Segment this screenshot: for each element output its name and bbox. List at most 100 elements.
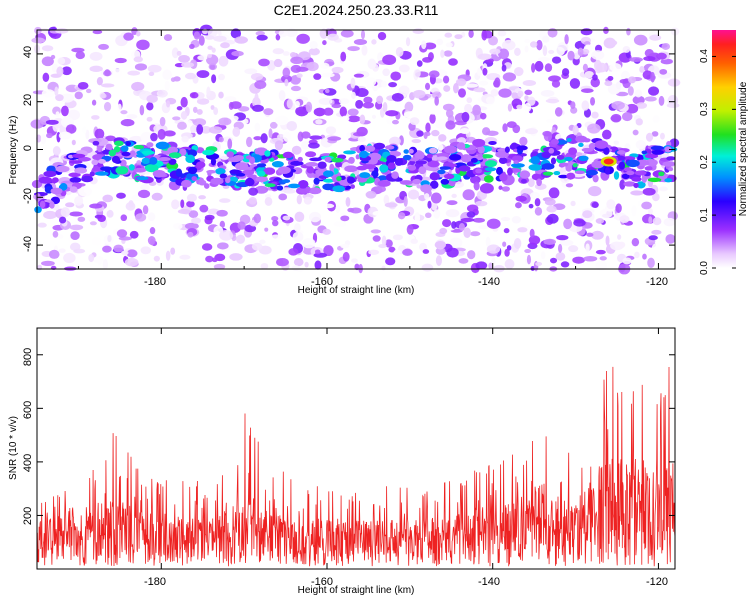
heatmap-cell xyxy=(572,125,579,136)
heatmap-cell xyxy=(286,98,294,109)
heatmap-cell xyxy=(211,74,217,84)
heatmap-cell xyxy=(256,34,268,41)
heatmap-cell xyxy=(180,179,192,188)
heatmap-cell xyxy=(189,48,196,54)
heatmap-cell xyxy=(499,173,508,182)
heatmap-cell xyxy=(248,197,257,205)
heatmap-cell xyxy=(484,160,497,168)
heatmap-cell xyxy=(323,245,334,257)
heatmap-cell xyxy=(323,88,337,96)
heatmap-cell xyxy=(580,28,593,36)
heatmap-cell xyxy=(324,156,332,163)
heatmap-cell xyxy=(69,186,78,193)
heatmap-cell xyxy=(445,109,454,118)
heatmap-cell xyxy=(516,145,528,151)
heatmap-cell xyxy=(56,66,64,77)
heatmap-cell xyxy=(451,221,457,229)
heatmap-cell xyxy=(418,166,427,175)
bottom-y-axis-label: SNR (10 * v/v) xyxy=(8,416,19,480)
heatmap-cell xyxy=(295,106,309,117)
heatmap-cell xyxy=(585,243,590,253)
heatmap-cell xyxy=(445,209,460,218)
heatmap-cell xyxy=(331,157,344,163)
heatmap-cell xyxy=(514,47,521,56)
heatmap-cell xyxy=(557,42,569,52)
heatmap-cell xyxy=(77,156,91,162)
heatmap-cell xyxy=(348,156,355,164)
heatmap-cell xyxy=(524,102,532,113)
heatmap-cell xyxy=(89,221,97,226)
heatmap-cell xyxy=(304,261,309,268)
heatmap-cell xyxy=(516,104,523,110)
heatmap-cell xyxy=(599,256,607,261)
heatmap-cell xyxy=(254,80,267,90)
heatmap-cell xyxy=(504,259,515,269)
heatmap-cell xyxy=(100,166,113,172)
top-x-axis-label: Height of straight line (km) xyxy=(298,285,415,296)
heatmap-cell xyxy=(337,133,348,142)
heatmap-cell xyxy=(37,222,47,228)
top-x-tick-label: -180 xyxy=(144,276,166,288)
heatmap-cell xyxy=(98,43,109,50)
heatmap-cell xyxy=(488,262,494,270)
heatmap-cell xyxy=(100,93,107,99)
heatmap-cell xyxy=(658,171,665,177)
heatmap-cell xyxy=(639,66,645,73)
heatmap-cell xyxy=(456,142,466,150)
heatmap-cell xyxy=(350,184,355,189)
heatmap-cell xyxy=(587,123,601,134)
heatmap-cell xyxy=(515,202,522,209)
heatmap-cell xyxy=(431,91,442,99)
heatmap-cell xyxy=(177,121,187,130)
heatmap-cell xyxy=(192,106,198,113)
heatmap-cell xyxy=(564,34,569,45)
heatmap-cell xyxy=(410,238,418,244)
heatmap-cell xyxy=(470,157,478,163)
heatmap-cell xyxy=(664,178,673,183)
heatmap-cell xyxy=(133,144,145,150)
heatmap-cell xyxy=(501,64,507,72)
heatmap-cell xyxy=(277,166,291,174)
heatmap-cell xyxy=(540,90,555,97)
heatmap-cell xyxy=(254,122,261,132)
heatmap-cell xyxy=(548,187,560,199)
heatmap-cell xyxy=(216,209,228,217)
heatmap-cell xyxy=(507,103,513,112)
heatmap-cell xyxy=(587,186,602,197)
heatmap-cell xyxy=(289,52,297,58)
heatmap-cell xyxy=(384,202,398,208)
heatmap-cell xyxy=(120,145,129,152)
heatmap-cell xyxy=(340,243,350,249)
heatmap-cell xyxy=(371,170,379,179)
heatmap-cell xyxy=(238,106,250,112)
heatmap-cell xyxy=(498,88,512,98)
heatmap-cell xyxy=(52,146,61,156)
heatmap-cell xyxy=(650,71,656,83)
heatmap-cell xyxy=(526,254,532,265)
heatmap-cell xyxy=(405,37,411,47)
heatmap-cell xyxy=(458,223,465,232)
heatmap-cell xyxy=(591,111,599,119)
heatmap-cell xyxy=(359,145,366,152)
heatmap-cell xyxy=(71,47,85,53)
heatmap-cell xyxy=(151,192,163,201)
heatmap-cell xyxy=(364,77,377,87)
heatmap-cell xyxy=(414,212,421,221)
heatmap-cell xyxy=(97,145,103,153)
heatmap-cell xyxy=(345,196,351,207)
heatmap-cell xyxy=(510,163,525,168)
heatmap-cell xyxy=(548,147,555,154)
heatmap-cell xyxy=(46,132,53,139)
heatmap-cell xyxy=(650,138,658,147)
heatmap-cell xyxy=(596,62,608,73)
heatmap-cell xyxy=(322,228,331,235)
heatmap-cell xyxy=(186,120,193,127)
heatmap-cell xyxy=(634,170,647,176)
heatmap-cell xyxy=(440,178,450,185)
colorbar-gradient xyxy=(712,30,736,268)
heatmap-cell xyxy=(331,103,342,109)
heatmap-cell xyxy=(187,231,194,238)
heatmap-cell xyxy=(530,156,540,165)
heatmap-cell xyxy=(197,55,208,61)
heatmap-cell xyxy=(258,58,270,67)
